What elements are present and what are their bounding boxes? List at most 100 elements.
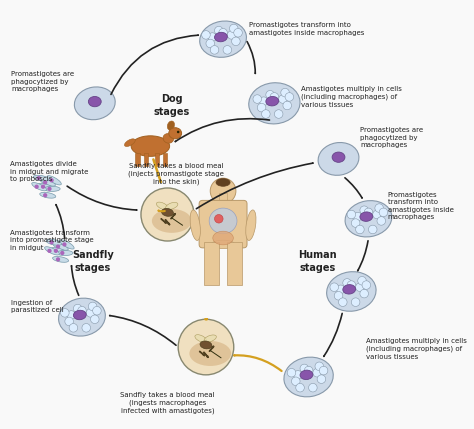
- Circle shape: [78, 306, 86, 315]
- FancyArrowPatch shape: [324, 314, 342, 356]
- Circle shape: [219, 28, 228, 37]
- FancyArrowPatch shape: [247, 42, 255, 73]
- Ellipse shape: [40, 179, 55, 186]
- Circle shape: [360, 289, 368, 298]
- Circle shape: [67, 311, 75, 319]
- Ellipse shape: [152, 209, 191, 233]
- Circle shape: [177, 131, 180, 133]
- Ellipse shape: [345, 201, 392, 237]
- FancyBboxPatch shape: [199, 200, 247, 248]
- FancyArrow shape: [204, 352, 209, 358]
- Ellipse shape: [169, 128, 182, 139]
- Circle shape: [35, 184, 39, 189]
- Circle shape: [73, 304, 82, 313]
- Ellipse shape: [190, 341, 231, 366]
- Bar: [155, 153, 159, 166]
- Ellipse shape: [284, 357, 333, 397]
- Circle shape: [56, 245, 60, 249]
- Circle shape: [375, 204, 383, 212]
- Ellipse shape: [318, 142, 359, 175]
- Ellipse shape: [249, 83, 300, 124]
- Circle shape: [262, 110, 270, 118]
- Ellipse shape: [59, 298, 105, 336]
- Ellipse shape: [213, 231, 233, 245]
- Ellipse shape: [200, 21, 246, 57]
- Circle shape: [202, 30, 210, 39]
- FancyArrowPatch shape: [109, 315, 176, 345]
- Text: Amastigotes transform
into promastigote stage
in midgut: Amastigotes transform into promastigote …: [10, 230, 94, 251]
- Circle shape: [287, 369, 296, 377]
- Circle shape: [351, 219, 360, 227]
- Circle shape: [330, 283, 338, 291]
- Circle shape: [253, 95, 262, 103]
- FancyArrowPatch shape: [56, 205, 64, 238]
- Circle shape: [257, 103, 266, 112]
- Bar: [228, 242, 242, 285]
- Circle shape: [91, 315, 99, 323]
- Circle shape: [300, 364, 309, 373]
- Circle shape: [356, 225, 364, 234]
- Ellipse shape: [215, 32, 228, 42]
- Circle shape: [61, 308, 69, 317]
- Circle shape: [208, 33, 217, 41]
- Circle shape: [379, 208, 388, 217]
- Circle shape: [270, 93, 279, 101]
- Ellipse shape: [327, 272, 376, 311]
- Ellipse shape: [125, 139, 135, 146]
- Ellipse shape: [211, 240, 235, 249]
- Ellipse shape: [38, 184, 54, 190]
- Circle shape: [319, 366, 328, 375]
- Ellipse shape: [246, 210, 256, 240]
- Circle shape: [351, 298, 360, 306]
- Text: Amastigotes multiply in cells
(including macrophages) of
various tissues: Amastigotes multiply in cells (including…: [301, 86, 402, 108]
- Text: Amastigotes divide
in midgut and migrate
to proboscis: Amastigotes divide in midgut and migrate…: [10, 161, 89, 182]
- Ellipse shape: [47, 175, 61, 185]
- Text: Dog
stages: Dog stages: [154, 94, 190, 117]
- Circle shape: [354, 212, 362, 221]
- Text: Sandfly takes a blood meal
(ingests macrophages
infected with amastigotes): Sandfly takes a blood meal (ingests macr…: [120, 392, 215, 414]
- FancyArrow shape: [165, 220, 170, 225]
- Ellipse shape: [131, 136, 170, 156]
- Ellipse shape: [266, 97, 279, 106]
- Circle shape: [56, 257, 60, 262]
- Circle shape: [206, 39, 215, 48]
- Circle shape: [141, 188, 194, 241]
- Circle shape: [65, 317, 73, 326]
- Text: Ingestion of
parasitized cell: Ingestion of parasitized cell: [11, 300, 64, 313]
- Circle shape: [259, 97, 268, 106]
- Circle shape: [88, 302, 97, 311]
- Circle shape: [54, 249, 58, 253]
- Circle shape: [41, 184, 45, 189]
- Ellipse shape: [332, 152, 345, 162]
- Ellipse shape: [343, 284, 356, 294]
- Circle shape: [210, 45, 219, 54]
- Bar: [163, 153, 167, 166]
- Circle shape: [313, 369, 321, 377]
- Circle shape: [49, 240, 54, 245]
- Circle shape: [358, 277, 366, 285]
- Circle shape: [315, 362, 324, 371]
- Text: Promastigotes are
phagocytized by
macrophages: Promastigotes are phagocytized by macrop…: [360, 127, 423, 148]
- Ellipse shape: [44, 186, 60, 191]
- Circle shape: [293, 371, 302, 379]
- Circle shape: [178, 319, 234, 375]
- Text: Sandfly takes a blood meal
(injects promastigote stage
into the skin): Sandfly takes a blood meal (injects prom…: [128, 163, 224, 184]
- Circle shape: [210, 178, 236, 204]
- Ellipse shape: [53, 243, 68, 250]
- Text: Promastigotes transform into
amastigotes inside macrophages: Promastigotes transform into amastigotes…: [249, 22, 364, 36]
- Circle shape: [82, 323, 91, 332]
- Ellipse shape: [46, 239, 62, 245]
- FancyArrowPatch shape: [111, 35, 198, 94]
- Circle shape: [373, 210, 381, 219]
- Bar: [136, 153, 140, 166]
- Text: Promastigotes are
phagocytized by
macrophages: Promastigotes are phagocytized by macrop…: [11, 72, 74, 92]
- Circle shape: [234, 28, 242, 37]
- Circle shape: [362, 281, 371, 289]
- Ellipse shape: [33, 175, 49, 181]
- Circle shape: [36, 176, 41, 180]
- Circle shape: [292, 377, 300, 386]
- Circle shape: [274, 110, 283, 118]
- Bar: [219, 193, 228, 206]
- Circle shape: [223, 45, 232, 54]
- Ellipse shape: [200, 341, 212, 349]
